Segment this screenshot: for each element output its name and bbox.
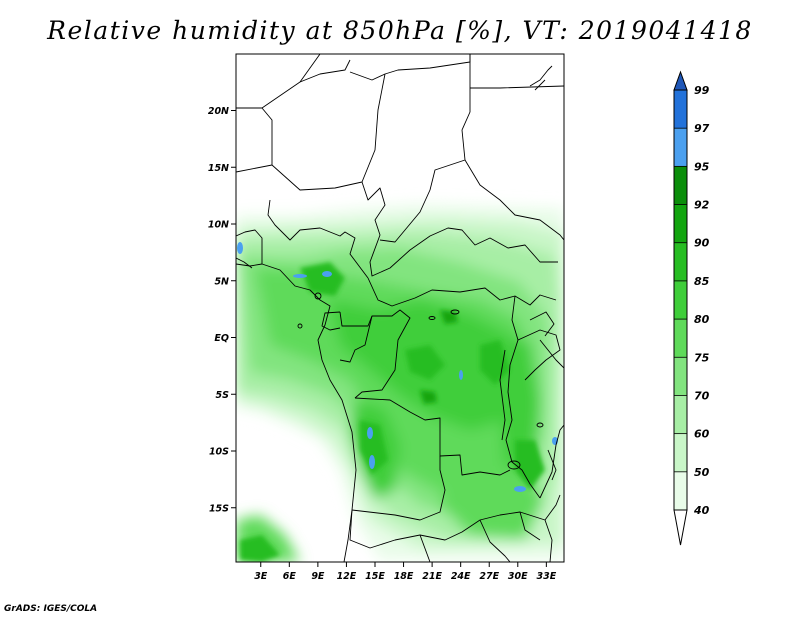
colorbar-segment: [674, 128, 687, 167]
map-title: Relative humidity at 850hPa [%], VT: 201…: [47, 16, 753, 45]
colorbar-label: 99: [694, 84, 710, 97]
colorbar-segment: [674, 319, 687, 358]
colorbar-segment: [674, 90, 687, 129]
lat-label: 5N: [214, 276, 229, 287]
colorbar-label: 40: [693, 504, 710, 517]
lon-label: 12E: [337, 571, 357, 582]
colorbar-segment: [674, 204, 687, 243]
lon-label: 6E: [283, 571, 297, 582]
lat-label: 10N: [208, 220, 229, 231]
lon-label: 30E: [508, 571, 528, 582]
lon-label: 18E: [394, 571, 414, 582]
country-boundaries: [236, 54, 564, 562]
colorbar-label: 75: [694, 351, 710, 364]
lon-label: 27E: [479, 571, 499, 582]
lat-label: 20N: [208, 106, 229, 117]
colorbar-label: 50: [694, 466, 710, 479]
colorbar-under-arrow: [673, 509, 688, 546]
grads-credit: GrADS: IGES/COLA: [4, 604, 98, 614]
lon-label: 9E: [311, 571, 325, 582]
colorbar-label: 92: [694, 199, 710, 212]
colorbar-segment: [674, 166, 687, 205]
lon-label: 3E: [254, 571, 268, 582]
colorbar-segment: [674, 395, 687, 434]
colorbar-segment: [674, 242, 687, 281]
colorbar-label: 95: [694, 160, 710, 173]
lat-label: EQ: [214, 333, 229, 344]
lat-label: 15S: [209, 503, 229, 514]
lon-label: 15E: [365, 571, 385, 582]
lat-label: 5S: [216, 390, 230, 401]
colorbar-label: 90: [694, 237, 710, 250]
colorbar-label: 85: [694, 275, 710, 288]
colorbar-label: 80: [694, 313, 710, 326]
map-frame: [235, 53, 565, 563]
lon-label: 21E: [422, 571, 442, 582]
colorbar-label: 60: [694, 428, 710, 441]
lat-label: 10S: [209, 447, 229, 458]
humidity-shading: [236, 54, 564, 562]
colorbar-label: 70: [694, 389, 710, 402]
colorbar: 40 50 60 70 75 80 85 90 92 95 97 99: [673, 70, 710, 546]
lat-label: 15N: [208, 163, 229, 174]
lon-label: 24E: [451, 571, 471, 582]
colorbar-label: 97: [694, 122, 710, 135]
colorbar-segment: [674, 471, 687, 510]
colorbar-segment: [674, 280, 687, 320]
lon-label: 33E: [536, 571, 556, 582]
colorbar-over-arrow: [673, 70, 688, 91]
colorbar-segment: [674, 433, 687, 472]
colorbar-segment: [674, 357, 687, 396]
map-axes: 20N 15N 10N 5N EQ 5S 10S 15S 3E 6E 9E 12E 15E 18E 21E 2…: [208, 106, 557, 582]
